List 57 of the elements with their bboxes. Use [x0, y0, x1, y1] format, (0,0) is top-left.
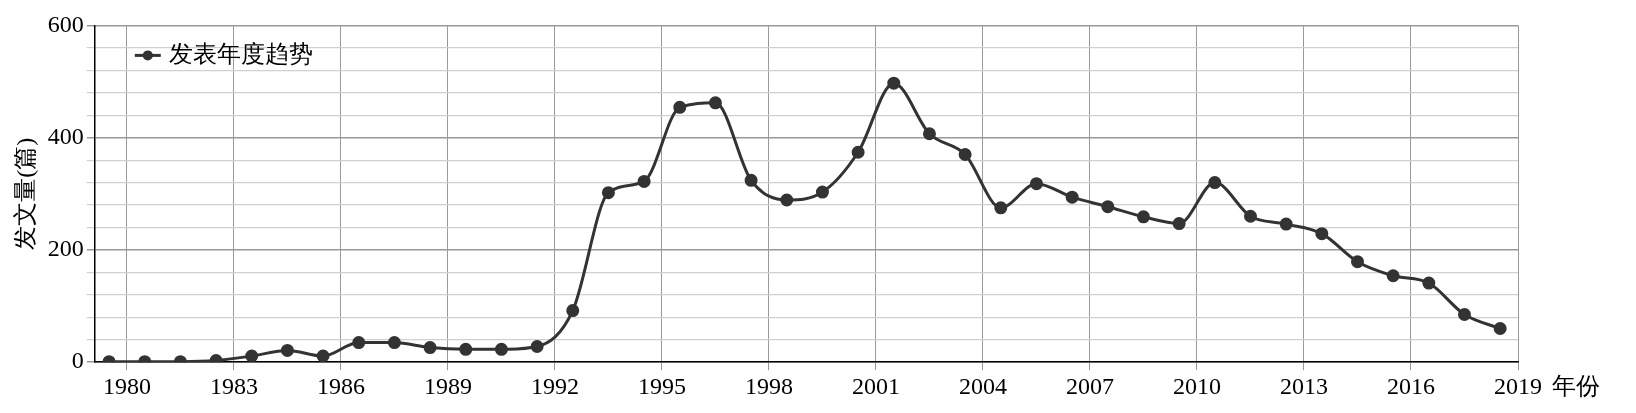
- y-tick-label: 200: [47, 235, 84, 262]
- point: [1243, 209, 1257, 223]
- y-tick-label: 0: [71, 347, 84, 374]
- point: [994, 201, 1008, 215]
- point: [1279, 217, 1293, 231]
- point: [1315, 227, 1329, 241]
- x-axis-title: 年份: [1552, 373, 1600, 400]
- point: [352, 336, 366, 350]
- point: [708, 96, 722, 110]
- point: [1136, 210, 1150, 224]
- point: [1208, 176, 1222, 190]
- point: [316, 349, 330, 363]
- x-tick-label: 1989: [423, 372, 472, 399]
- point: [280, 343, 294, 357]
- point: [815, 185, 829, 199]
- x-tick-label: 1995: [637, 372, 686, 399]
- point: [887, 76, 901, 90]
- x-tick-label: 2010: [1172, 372, 1221, 399]
- x-tick-label: 1986: [316, 372, 365, 399]
- x-tick-label: 2007: [1065, 372, 1114, 399]
- point: [1172, 217, 1186, 231]
- y-tick-label: 400: [47, 122, 84, 149]
- point: [566, 304, 580, 318]
- point: [530, 339, 544, 353]
- legend-label: 发表年度趋势: [168, 40, 313, 67]
- point: [922, 127, 936, 141]
- point: [958, 148, 972, 162]
- point: [1386, 269, 1400, 283]
- point: [1029, 177, 1043, 191]
- point: [1065, 190, 1079, 204]
- point: [601, 186, 615, 200]
- x-tick-label: 1998: [744, 372, 793, 399]
- point: [744, 173, 758, 187]
- x-tick-label: 2019: [1494, 372, 1542, 399]
- x-tick-label: 2001: [851, 372, 900, 399]
- point: [1101, 200, 1115, 214]
- point: [1350, 255, 1364, 269]
- point: [387, 336, 401, 350]
- y-axis-title: 发文量(篇): [11, 137, 38, 250]
- y-tick-label: 600: [47, 10, 84, 37]
- x-tick-label: 1992: [530, 372, 579, 399]
- point: [780, 193, 794, 207]
- x-tick-label: 1980: [102, 372, 151, 399]
- point: [1493, 322, 1507, 336]
- point: [1458, 307, 1471, 321]
- point: [245, 349, 259, 363]
- point: [459, 342, 473, 356]
- point: [851, 145, 865, 159]
- point: [423, 341, 437, 355]
- point: [637, 174, 651, 188]
- point: [673, 100, 687, 114]
- x-tick-label: 2016: [1386, 372, 1435, 399]
- point: [494, 342, 508, 356]
- point: [1422, 276, 1436, 290]
- x-tick-label: 2013: [1279, 372, 1328, 399]
- x-tick-label: 1983: [209, 372, 258, 399]
- x-tick-label: 2004: [958, 372, 1007, 399]
